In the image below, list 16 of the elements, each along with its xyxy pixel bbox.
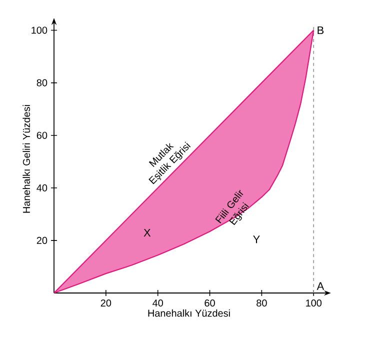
y-tick-label: 60 <box>36 132 48 139</box>
x-tick-label: 60 <box>204 300 215 307</box>
annotation: Y <box>253 236 260 244</box>
x-tick-label: 40 <box>152 300 163 307</box>
x-tick-label: 80 <box>256 300 267 307</box>
y-tick-label: 100 <box>32 26 48 34</box>
y-tick-label: 40 <box>36 184 48 192</box>
annotation: B <box>318 26 324 34</box>
annotation: A <box>316 282 324 290</box>
x-axis-title: Hanehalkı Yüzdesi <box>148 309 230 317</box>
annotation: X <box>144 228 151 236</box>
y-tick-label: 20 <box>36 236 48 244</box>
y-axis-title: Hanehalkı Geliri Yüzdesi <box>22 105 30 213</box>
y-tick-label: 80 <box>36 79 48 86</box>
x-tick-label: 20 <box>100 300 112 307</box>
x-tick-label: 100 <box>306 300 322 307</box>
